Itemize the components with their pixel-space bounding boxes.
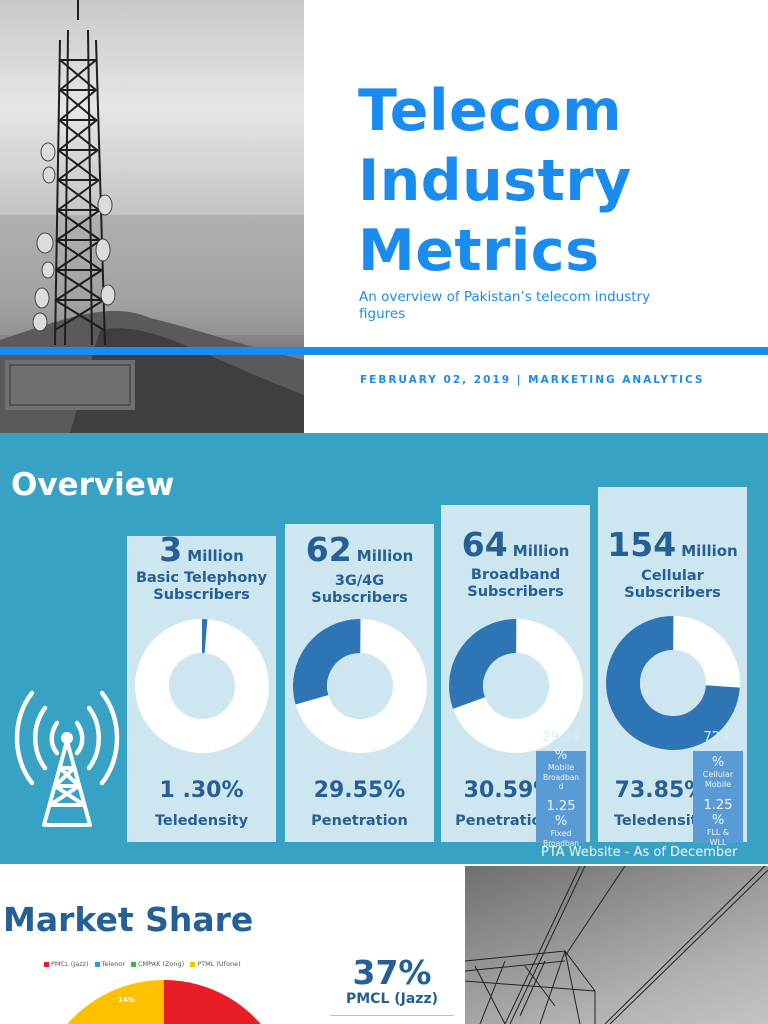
stat-label: Basic Telephony Subscribers	[135, 570, 268, 603]
hero-tower-photo	[0, 0, 304, 433]
stat-metric-label: Penetration	[311, 813, 408, 829]
accent-divider	[0, 347, 768, 355]
stat-label: Cellular Subscribers	[624, 568, 721, 601]
pie-legend: PMCL (Jazz) Telenor CMPAK (Zong) PTML (U…	[44, 960, 241, 968]
highlight-divider	[330, 1015, 454, 1016]
pie-label-ufone: 14%	[118, 996, 135, 1004]
stat-headline: 3 Million	[127, 530, 276, 569]
stat-card-3g4g: 62 Million 3G/4G Subscribers 29.55% Pene…	[285, 524, 434, 842]
stat-number: 62	[305, 530, 352, 569]
donut-chart-penetration	[293, 619, 427, 753]
stat-unit: Million	[187, 547, 244, 565]
cellular-breakdown-box: 72.6 % Cellular Mobile 1.25 % FLL & WLL	[693, 731, 743, 847]
legend-swatch	[94, 961, 100, 967]
donut-chart-teledensity	[606, 616, 740, 750]
pylon-illustration	[465, 866, 768, 1024]
cell-tower-illustration	[0, 0, 304, 433]
power-pylon-photo	[465, 866, 768, 1024]
legend-item-telenor: Telenor	[94, 960, 125, 968]
stat-unit: Million	[356, 547, 414, 565]
stat-label: 3G/4G Subscribers	[311, 573, 408, 606]
overview-section: Overview 3 Million Basic Telephony Subsc…	[0, 433, 768, 864]
legend-item-jazz: PMCL (Jazz)	[44, 960, 89, 968]
page-subtitle: An overview of Pakistan’s telecom indust…	[359, 289, 651, 322]
stat-number: 64	[461, 525, 508, 564]
page-title: Telecom Industry Metrics	[358, 76, 758, 286]
stat-card-basic-telephony: 3 Million Basic Telephony Subscribers 1 …	[127, 530, 276, 842]
highlight-label: PMCL (Jazz)	[345, 991, 438, 1007]
stat-percentage: 73.85%	[614, 778, 707, 803]
stat-card-cellular: 154 Million Cellular Subscribers 73.85% …	[598, 487, 747, 842]
stat-percentage: 1 .30%	[159, 778, 244, 803]
donut-chart-penetration	[449, 619, 583, 753]
stat-unit: Million	[681, 542, 738, 560]
stat-number: 154	[607, 525, 677, 564]
highlight-percent: 37%	[352, 953, 432, 992]
legend-swatch	[131, 961, 137, 967]
source-note: PTA Website - As of December	[541, 845, 738, 860]
stat-metric-label: Teledensity	[613, 813, 708, 829]
title-line-1: Telecom	[358, 78, 623, 144]
donut-chart-teledensity	[135, 619, 269, 753]
stat-metric-label: Teledensity	[154, 813, 249, 829]
signal-tower-icon	[14, 690, 120, 827]
stat-headline: 154 Million	[598, 525, 747, 564]
stat-unit: Million	[512, 542, 570, 560]
legend-swatch	[44, 961, 49, 967]
legend-swatch	[190, 961, 196, 967]
stat-metric-label: Penetration	[455, 813, 552, 829]
title-line-3: Metrics	[358, 218, 600, 284]
stat-label: Broadband Subscribers	[467, 567, 564, 600]
market-share-pie-chart: 14%	[67, 979, 261, 1024]
stat-headline: 64 Million	[441, 525, 590, 564]
market-share-heading: Market Share	[3, 900, 254, 939]
stat-headline: 62 Million	[285, 530, 434, 569]
date-and-department: FEBRUARY 02, 2019 | MARKETING ANALYTICS	[360, 374, 705, 386]
legend-item-zong: CMPAK (Zong)	[131, 960, 184, 968]
broadband-breakdown-box: 29.34 % Mobile Broadban d 1.25 % Fixed B…	[536, 731, 586, 848]
stat-percentage: 29.55%	[313, 778, 406, 803]
overview-heading: Overview	[11, 467, 175, 503]
title-line-2: Industry	[358, 148, 632, 214]
stat-number: 3	[159, 530, 183, 569]
legend-item-ufone: PTML (Ufone)	[190, 960, 241, 968]
